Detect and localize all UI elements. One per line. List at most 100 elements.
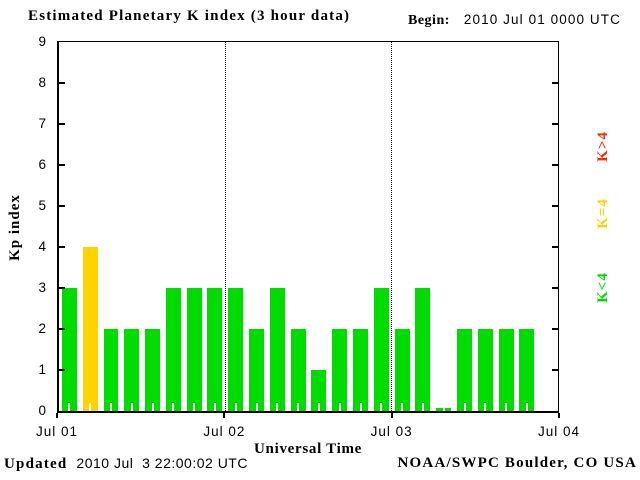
axis-minor-tick (484, 403, 487, 411)
y-axis-tick (552, 164, 558, 167)
kp-bar (61, 288, 77, 411)
y-axis-tick (59, 164, 65, 167)
y-axis-title: Kp index (6, 193, 23, 261)
day-separator-line (391, 42, 393, 411)
y-axis-tick (552, 246, 558, 249)
y-tick-label: 7 (38, 116, 46, 131)
day-separator-line (224, 42, 226, 411)
kp-bar (249, 329, 265, 411)
kp-slot (392, 42, 413, 411)
kp-slot (80, 42, 101, 411)
kp-slot (59, 42, 80, 411)
kp-slot (288, 42, 309, 411)
y-tick-label: 0 (38, 403, 46, 418)
axis-minor-tick (68, 403, 71, 411)
y-axis-tick (552, 328, 558, 331)
bars-layer (59, 42, 558, 411)
kp-slot (537, 42, 558, 411)
kp-bar (290, 329, 306, 411)
x-axis-day-tick (223, 413, 226, 418)
plot-area (57, 41, 559, 413)
kp-slot (309, 42, 330, 411)
kp-bar (457, 329, 473, 411)
kp-slot (454, 42, 475, 411)
kp-bar (373, 288, 389, 411)
axis-minor-tick (276, 403, 279, 411)
begin-label: Begin: (408, 13, 450, 28)
axis-minor-tick (421, 403, 424, 411)
kp-bar (207, 288, 223, 411)
kp-slot (413, 42, 434, 411)
axis-minor-tick (255, 403, 258, 411)
x-axis-day-tick (390, 413, 393, 418)
kp-slot (371, 42, 392, 411)
kp-slot (225, 42, 246, 411)
y-tick-label: 6 (38, 157, 46, 172)
kp-bar (269, 288, 285, 411)
kp-bar (519, 329, 535, 411)
begin-value: 2010 Jul 01 0000 UTC (463, 12, 621, 27)
axis-minor-tick (130, 403, 133, 411)
x-tick-label: Jul 01 (35, 424, 79, 439)
axis-minor-tick (505, 403, 508, 411)
y-axis-tick (59, 246, 65, 249)
kp-bar (186, 288, 202, 411)
legend-item-k-eq-4: K=4 (594, 197, 611, 229)
axis-minor-tick (109, 403, 112, 411)
kp-slot (350, 42, 371, 411)
axis-minor-tick (338, 403, 341, 411)
credit-text: NOAA/SWPC Boulder, CO USA (397, 455, 637, 471)
kp-slot (121, 42, 142, 411)
axis-minor-tick (359, 403, 362, 411)
legend-item-k-lt-4: K<4 (594, 271, 611, 303)
kp-slot (267, 42, 288, 411)
updated-label: Updated (4, 456, 68, 472)
kp-bar (145, 329, 161, 411)
axis-minor-tick (234, 403, 237, 411)
kp-slot (496, 42, 517, 411)
kp-bar (103, 329, 119, 411)
axis-minor-tick (401, 403, 404, 411)
axis-minor-tick (380, 403, 383, 411)
kp-slot (101, 42, 122, 411)
kp-slot (142, 42, 163, 411)
axis-minor-tick (213, 403, 216, 411)
chart-title: Estimated Planetary K index (3 hour data… (28, 8, 351, 24)
axis-minor-tick (89, 403, 92, 411)
y-axis-tick (552, 123, 558, 125)
kp-bar (353, 329, 369, 411)
axis-minor-tick (193, 403, 196, 411)
y-axis-tick (552, 82, 558, 85)
y-axis-tick (59, 205, 65, 207)
x-tick-label: Jul 04 (537, 424, 581, 439)
x-axis-day-tick (558, 413, 560, 418)
axis-minor-tick (151, 403, 154, 411)
kp-bar (228, 288, 244, 411)
begin-time: Begin: 2010 Jul 01 0000 UTC (408, 12, 621, 29)
axis-minor-tick (525, 403, 528, 411)
y-axis-tick (59, 369, 65, 372)
y-axis-tick (59, 328, 65, 331)
y-axis-tick (59, 287, 65, 290)
kp-slot (184, 42, 205, 411)
axis-minor-tick (317, 403, 320, 411)
kp-bar (165, 288, 181, 411)
y-tick-label: 2 (38, 321, 46, 336)
kp-bar (311, 370, 327, 411)
y-tick-label: 3 (38, 280, 46, 295)
kp-bar (498, 329, 514, 411)
x-tick-label: Jul 02 (203, 424, 246, 439)
y-axis-tick (59, 123, 65, 125)
y-tick-label: 8 (38, 75, 46, 90)
y-axis-tick (552, 205, 558, 207)
y-axis-tick (552, 287, 558, 290)
axis-minor-tick (546, 403, 549, 411)
kp-bar (394, 329, 410, 411)
axis-minor-tick (297, 403, 300, 411)
kp-slot (517, 42, 538, 411)
kp-bar (477, 329, 493, 411)
x-tick-label: Jul 03 (370, 424, 413, 439)
kp-slot (205, 42, 226, 411)
kp-bar (415, 288, 431, 411)
